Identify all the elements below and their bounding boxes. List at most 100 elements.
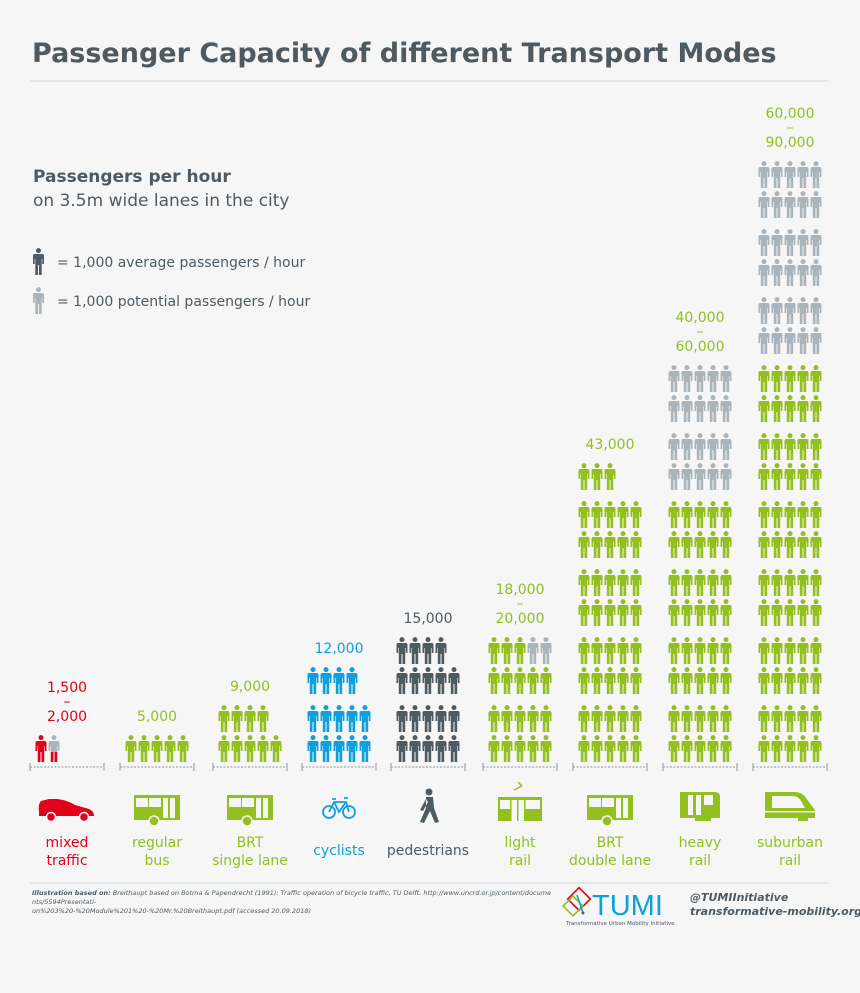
average-passenger-icon [604, 599, 616, 626]
average-passenger-icon [125, 735, 137, 762]
average-passenger-icon [720, 667, 732, 694]
column-suburban-rail: 90,000–60,000 suburban rail [752, 106, 828, 869]
column-brt-single-lane: 9,000 BRT single lane [212, 679, 288, 869]
potential-passenger-icon [797, 229, 809, 256]
mode-label: regular [132, 835, 182, 851]
average-passenger-icon [435, 637, 447, 664]
mode-label: light [504, 835, 536, 851]
average-passenger-icon [668, 735, 680, 762]
average-passenger-icon [604, 569, 616, 596]
legend-potential-label: = 1,000 potential passengers / hour [57, 294, 310, 310]
average-passenger-icon [359, 735, 371, 762]
legend: = 1,000 average passengers / hour = 1,00… [33, 248, 310, 314]
average-passenger-icon [720, 569, 732, 596]
average-passenger-icon [630, 501, 642, 528]
average-passenger-icon [396, 735, 408, 762]
average-passenger-icon [231, 705, 243, 732]
average-passenger-icon [784, 667, 796, 694]
potential-passenger-icon [784, 327, 796, 354]
average-passenger-icon [681, 705, 693, 732]
value-label: 60,000 [766, 106, 815, 122]
logo-subtitle: Transformative Urban Mobility Initiative [565, 921, 675, 927]
baseline-scale [572, 763, 648, 771]
person-icon [33, 287, 44, 314]
pictogram-columns: 2,000–1,500mixedtraffic5,000regularbus9,… [29, 106, 828, 869]
average-passenger-icon [604, 501, 616, 528]
average-passenger-icon [396, 667, 408, 694]
average-passenger-icon [218, 705, 230, 732]
average-passenger-icon [784, 531, 796, 558]
average-passenger-icon [668, 705, 680, 732]
source-text-1: Breithaupt based on Botma & Papendrecht … [32, 889, 551, 906]
average-passenger-icon [720, 531, 732, 558]
average-passenger-icon [448, 735, 460, 762]
source-citation: Illustration based on: Breithaupt based … [32, 889, 552, 916]
average-passenger-icon [422, 667, 434, 694]
average-passenger-icon [164, 735, 176, 762]
value-label: 9,000 [230, 679, 270, 695]
average-passenger-icon [591, 667, 603, 694]
average-passenger-icon [797, 569, 809, 596]
car-icon [38, 799, 94, 823]
average-passenger-icon [694, 637, 706, 664]
average-passenger-icon [35, 735, 47, 762]
average-passenger-icon [707, 637, 719, 664]
mode-label: rail [509, 853, 531, 869]
average-passenger-icon [758, 531, 770, 558]
potential-passenger-icon [758, 297, 770, 324]
average-passenger-icon [810, 365, 822, 392]
brt-bus-icon [227, 795, 273, 827]
average-passenger-icon [346, 735, 358, 762]
average-passenger-icon [668, 569, 680, 596]
average-passenger-icon [218, 735, 230, 762]
column-pedestrians: 15,000 pedestrians [387, 611, 469, 859]
potential-passenger-icon [540, 637, 552, 664]
average-passenger-icon [409, 667, 421, 694]
mode-label: traffic [46, 853, 87, 869]
average-passenger-icon [630, 735, 642, 762]
average-passenger-icon [720, 705, 732, 732]
average-passenger-icon [797, 735, 809, 762]
average-passenger-icon [707, 501, 719, 528]
average-passenger-icon [244, 705, 256, 732]
average-passenger-icon [694, 599, 706, 626]
baseline-scale [390, 763, 466, 771]
potential-passenger-icon [771, 229, 783, 256]
mode-label: cyclists [313, 843, 365, 859]
potential-passenger-icon [758, 259, 770, 286]
potential-passenger-icon [720, 433, 732, 460]
mode-label: double lane [569, 853, 651, 869]
person-legs-gap [53, 752, 55, 762]
potential-passenger-icon [681, 395, 693, 422]
average-passenger-icon [784, 705, 796, 732]
average-passenger-icon [578, 463, 590, 490]
average-passenger-icon [422, 637, 434, 664]
potential-passenger-icon [784, 259, 796, 286]
average-passenger-icon [758, 365, 770, 392]
average-passenger-icon [797, 395, 809, 422]
average-passenger-icon [591, 501, 603, 528]
website-link[interactable]: transformative-mobility.org [690, 905, 860, 918]
average-passenger-icon [707, 667, 719, 694]
potential-passenger-icon [694, 395, 706, 422]
twitter-handle[interactable]: @TUMIInitiative [690, 891, 789, 904]
average-passenger-icon [810, 705, 822, 732]
average-passenger-icon [527, 735, 539, 762]
average-passenger-icon [604, 667, 616, 694]
tumi-logo: TUMI Transformative Urban Mobility Initi… [561, 886, 675, 927]
average-passenger-icon [797, 433, 809, 460]
average-passenger-icon [707, 735, 719, 762]
average-passenger-icon [617, 667, 629, 694]
average-passenger-icon [810, 637, 822, 664]
mode-label: suburban [757, 835, 823, 851]
average-passenger-icon [810, 501, 822, 528]
average-passenger-icon [668, 531, 680, 558]
potential-passenger-icon [797, 191, 809, 218]
mode-label: bus [144, 853, 169, 869]
average-passenger-icon [784, 735, 796, 762]
average-passenger-icon [578, 501, 590, 528]
average-passenger-icon [307, 667, 319, 694]
average-passenger-icon [346, 705, 358, 732]
value-label: – [64, 694, 71, 710]
average-passenger-icon [578, 599, 590, 626]
